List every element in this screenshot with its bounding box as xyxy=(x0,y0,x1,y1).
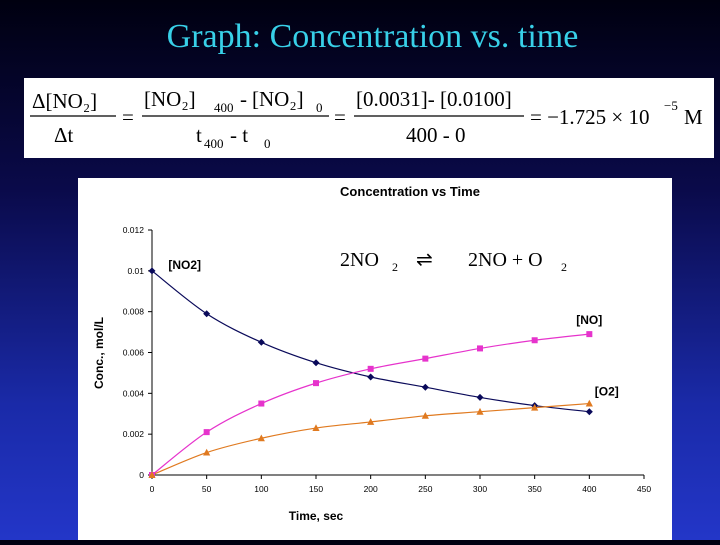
eq-result: = −1.725 × 10 xyxy=(530,105,650,129)
data-point-square xyxy=(313,380,319,387)
slide-title: Graph: Concentration vs. time xyxy=(166,18,579,55)
data-point-diamond xyxy=(257,338,265,346)
eq-mid-num-op: - xyxy=(240,87,247,111)
eq-result-exponent: −5 xyxy=(664,98,678,113)
data-point-square xyxy=(477,345,483,352)
y-tick-label: 0.006 xyxy=(123,348,145,358)
eq-result-unit: M xyxy=(684,105,703,129)
eq-mid-den-op: - t xyxy=(230,123,248,147)
data-point-triangle xyxy=(257,434,265,442)
eq-equals-2: = xyxy=(334,105,346,129)
eq-mid-num-a: [NO₂] xyxy=(144,87,196,111)
eq-mid-den-sub-a: 400 xyxy=(204,136,224,151)
data-point-square xyxy=(203,429,210,436)
x-tick-label: 200 xyxy=(364,484,378,494)
reaction-equilibrium-arrow: ⇌ xyxy=(416,249,433,271)
eq-mid-num-b: [NO₂] xyxy=(252,87,304,111)
series-markers xyxy=(148,267,593,478)
x-tick-label: 150 xyxy=(309,484,323,494)
series-lines xyxy=(151,270,590,476)
x-tick-label: 300 xyxy=(473,484,487,494)
data-point-triangle xyxy=(531,403,539,411)
x-tick-label: 250 xyxy=(418,484,432,494)
data-point-diamond xyxy=(421,383,429,391)
x-tick-label: 50 xyxy=(202,484,212,494)
eq-val-numerator: [0.0031]- [0.0100] xyxy=(356,87,512,111)
data-point-triangle xyxy=(421,411,429,419)
data-point-triangle xyxy=(148,471,156,478)
data-point-triangle xyxy=(476,407,484,415)
x-tick-label: 0 xyxy=(150,484,155,494)
series-label: [O2] xyxy=(595,384,619,398)
eq-mid-den: t xyxy=(196,123,202,147)
reaction-reactant: 2NO xyxy=(340,249,379,271)
data-point-square xyxy=(586,331,593,338)
y-tick-label: 0.002 xyxy=(123,429,145,439)
rate-equation: Δ[NO₂] Δt = [NO₂] 400 - [NO₂] 0 t 400 - … xyxy=(24,78,714,158)
data-point-triangle xyxy=(203,448,211,456)
data-point-diamond xyxy=(585,408,593,416)
y-tick-label: 0.004 xyxy=(123,388,145,398)
series-labels: [NO2] [NO] [O2] xyxy=(168,258,618,399)
x-tick-label: 100 xyxy=(254,484,268,494)
eq-mid-num-a-sub: 400 xyxy=(214,100,234,115)
eq-mid-num-b-sub: 0 xyxy=(316,100,323,115)
eq-lhs-denominator: Δt xyxy=(54,123,74,147)
x-tick-label: 350 xyxy=(528,484,542,494)
data-point-diamond xyxy=(148,267,156,275)
data-point-triangle xyxy=(585,399,593,407)
data-point-square xyxy=(422,355,429,362)
reaction-reactant-sub: 2 xyxy=(392,260,398,274)
reaction-products: 2NO + O xyxy=(468,249,543,271)
series-label: [NO2] xyxy=(168,258,201,272)
chart-title: Concentration vs Time xyxy=(340,184,480,199)
data-point-square xyxy=(531,337,538,344)
y-axis-title: Conc., mol/L xyxy=(92,317,106,389)
chart-axes: 0 0.002 0.004 0.006 0.008 0.01 0.012 0 50 100 150 2… xyxy=(123,225,652,494)
x-tick-label: 450 xyxy=(637,484,651,494)
x-tick-label: 400 xyxy=(582,484,596,494)
reaction-products-sub: 2 xyxy=(561,260,567,274)
y-tick-label: 0 xyxy=(139,470,144,480)
chart-panel: Concentration vs Time Time, sec Conc., m… xyxy=(78,178,672,540)
x-axis-title: Time, sec xyxy=(289,509,344,523)
eq-val-denominator: 400 - 0 xyxy=(406,123,466,147)
rate-equation-svg: Δ[NO₂] Δt = [NO₂] 400 - [NO₂] 0 t 400 - … xyxy=(30,87,703,151)
data-point-triangle xyxy=(367,418,375,425)
y-tick-label: 0.01 xyxy=(127,266,144,276)
data-point-diamond xyxy=(367,373,375,381)
eq-lhs-numerator: Δ[NO₂] xyxy=(32,89,97,113)
y-tick-label: 0.008 xyxy=(123,307,145,317)
eq-equals-1: = xyxy=(122,105,134,129)
y-tick-label: 0.012 xyxy=(123,225,145,235)
data-point-square xyxy=(258,400,265,407)
data-point-diamond xyxy=(312,359,320,367)
eq-mid-den-sub-b: 0 xyxy=(264,136,271,151)
data-point-square xyxy=(367,365,374,372)
series-label: [NO] xyxy=(576,313,602,327)
series-line xyxy=(151,402,590,476)
concentration-chart: Concentration vs Time Time, sec Conc., m… xyxy=(92,184,652,523)
data-point-diamond xyxy=(476,393,484,401)
data-point-triangle xyxy=(312,424,320,432)
data-point-diamond xyxy=(203,310,211,318)
